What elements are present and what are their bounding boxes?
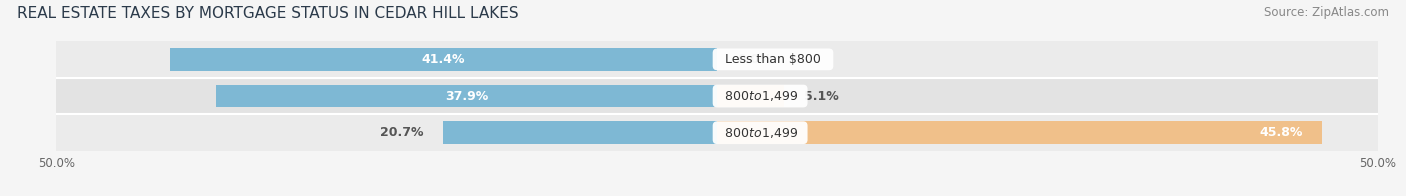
Bar bbox=[56, 114, 1378, 151]
Text: 37.9%: 37.9% bbox=[444, 90, 488, 103]
Text: $800 to $1,499: $800 to $1,499 bbox=[717, 126, 803, 140]
Text: 20.7%: 20.7% bbox=[380, 126, 423, 139]
Text: 45.8%: 45.8% bbox=[1260, 126, 1302, 139]
Bar bbox=[56, 78, 1378, 114]
Bar bbox=[717, 85, 785, 107]
Text: $800 to $1,499: $800 to $1,499 bbox=[717, 89, 803, 103]
Text: Source: ZipAtlas.com: Source: ZipAtlas.com bbox=[1264, 6, 1389, 19]
Bar bbox=[56, 41, 1378, 78]
Text: Less than $800: Less than $800 bbox=[717, 53, 830, 66]
Text: 5.1%: 5.1% bbox=[804, 90, 839, 103]
Bar bbox=[443, 121, 717, 144]
Bar bbox=[217, 85, 717, 107]
Text: 41.4%: 41.4% bbox=[422, 53, 465, 66]
Text: REAL ESTATE TAXES BY MORTGAGE STATUS IN CEDAR HILL LAKES: REAL ESTATE TAXES BY MORTGAGE STATUS IN … bbox=[17, 6, 519, 21]
Text: 0.0%: 0.0% bbox=[737, 53, 772, 66]
Bar bbox=[170, 48, 717, 71]
Bar bbox=[717, 121, 1323, 144]
